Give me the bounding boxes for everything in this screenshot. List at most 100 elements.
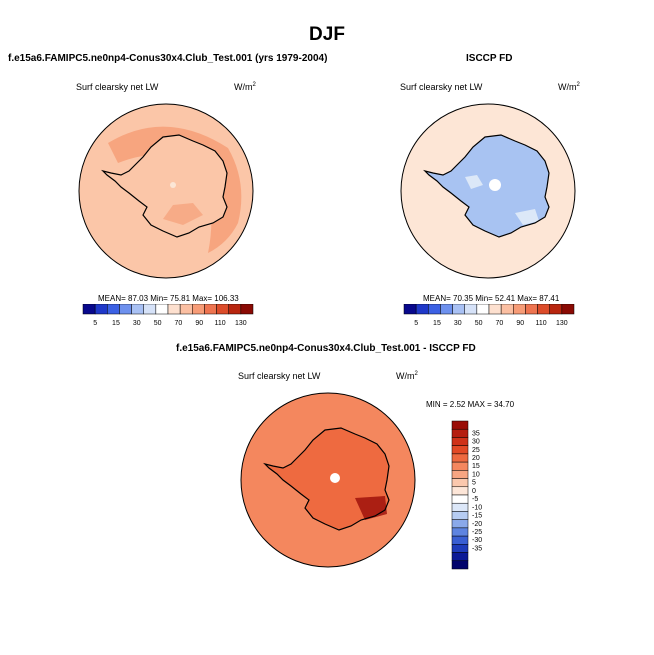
panel2-colorbar-box-11: [537, 304, 550, 315]
panel1-colorbar-box-12: [228, 304, 242, 315]
panel2-map-border: [400, 103, 576, 279]
panel2-colorbar-box-3: [440, 304, 453, 315]
panel2-map: [400, 103, 576, 279]
panel1-title: f.e15a6.FAMIPC5.ne0np4-Conus30x4.Club_Te…: [8, 53, 328, 64]
panel1-colorbar-tick-5: 90: [195, 320, 203, 327]
panel3-colorbar-tick-8: -5: [472, 496, 478, 503]
panel2-stats: MEAN= 70.35 Min= 52.41 Max= 87.41: [423, 294, 560, 303]
panel3-colorbar-box-10: [451, 502, 469, 512]
panel3-colorbar-tick-3: 20: [472, 455, 480, 462]
panel3-colorbar-box-14: [451, 535, 469, 545]
panel3-colorbar-tick-12: -25: [472, 529, 482, 536]
panel3-colorbar-tick-6: 5: [472, 480, 476, 487]
panel3-pole-marker: [330, 473, 340, 483]
panel2-colorbar-tick-3: 50: [475, 320, 483, 327]
panel2-colorbar-tick-2: 30: [454, 320, 462, 327]
panel1-colorbar-tick-1: 15: [112, 320, 120, 327]
panel1-antarctica-patch: [163, 203, 203, 225]
panel2-colorbar-box-10: [525, 304, 538, 315]
panel1-colorbar-tick-2: 30: [133, 320, 141, 327]
panel3-colorbar-box-4: [451, 453, 469, 463]
panel3-colorbar-tick-14: -35: [472, 545, 482, 552]
panel3-map-border: [240, 392, 416, 568]
panel3-colorbar-box-9: [451, 494, 469, 504]
panel2-title: ISCCP FD: [466, 53, 513, 64]
figure-title: DJF: [309, 24, 345, 45]
panel3-colorbar-tick-13: -30: [472, 537, 482, 544]
panel2-colorbar-box-5: [464, 304, 478, 315]
panel3-colorbar-box-0: [451, 420, 469, 430]
panel3-colorbar-box-11: [451, 511, 469, 520]
panel2-colorbar-box-13: [561, 304, 575, 315]
panel1-colorbar-box-5: [143, 304, 157, 315]
panel2-colorbar-ticks: 5 15 30 50 70 90 110 130: [414, 320, 568, 327]
panel2-units: W/m2: [558, 82, 580, 92]
panel1-colorbar-tick-6: 110: [214, 320, 225, 327]
panel3-colorbar-tick-10: -15: [472, 513, 482, 520]
panel1-colorbar-box-7: [167, 304, 181, 315]
panel3-title: f.e15a6.FAMIPC5.ne0np4-Conus30x4.Club_Te…: [176, 343, 476, 354]
panel3-stats: MIN = 2.52 MAX = 34.70: [426, 400, 515, 409]
panel2-colorbar-tick-1: 15: [433, 320, 441, 327]
panel3-map: [240, 392, 416, 568]
panel1-colorbar-box-8: [179, 304, 193, 315]
panel2-colorbar-box-7: [488, 304, 502, 315]
panel1-colorbar-box-4: [131, 304, 144, 315]
panel3-variable-label: Surf clearsky net LW: [238, 371, 321, 381]
panel2-colorbar-tick-4: 70: [496, 320, 504, 327]
panel1-colorbar-box-1: [94, 304, 108, 315]
panel3-colorbar-tick-5: 10: [472, 471, 480, 478]
panel2-colorbar: 5 15 30 50 70 90 110 130: [403, 304, 575, 327]
panel1-colorbar-box-9: [192, 304, 205, 315]
panel1-colorbar-ticks: 5 15 30 50 70 90 110 130: [93, 320, 247, 327]
panel2-variable-label: Surf clearsky net LW: [400, 82, 483, 92]
panel2-colorbar-box-1: [415, 304, 429, 315]
panel3-colorbar-box-7: [451, 478, 469, 488]
panel1-colorbar-tick-0: 5: [93, 320, 97, 327]
panel1-colorbar: 5 15 30 50 70 90 110 130: [82, 304, 254, 327]
panel3-colorbar-tick-7: 0: [472, 488, 476, 495]
panel1-units: W/m2: [234, 82, 256, 92]
panel3-colorbar-tick-9: -10: [472, 504, 482, 511]
panel2-colorbar-tick-6: 110: [535, 320, 546, 327]
panel1-colorbar-tick-7: 130: [235, 320, 247, 327]
panel1-pole-marker: [170, 182, 176, 188]
panel3-colorbar-tick-4: 15: [472, 463, 480, 470]
panel1-colorbar-box-11: [216, 304, 229, 315]
panel1-colorbar-tick-3: 50: [154, 320, 162, 327]
panel1-colorbar-box-13: [240, 304, 254, 315]
panel2-colorbar-box-6: [476, 304, 490, 315]
panel2-antarctica-patch-2: [515, 209, 539, 225]
panel2-colorbar-tick-7: 130: [556, 320, 568, 327]
panel3-colorbar-box-16: [451, 552, 469, 562]
panel2-colorbar-boxes: [403, 304, 575, 315]
panel2-colorbar-box-2: [428, 304, 441, 315]
panel3-colorbar-box-15: [451, 544, 469, 553]
panel1-colorbar-box-6: [155, 304, 169, 315]
panel3-colorbar-boxes: [451, 420, 469, 570]
panel3-colorbar-tick-11: -20: [472, 521, 482, 528]
panel1-colorbar-tick-4: 70: [175, 320, 183, 327]
panel2-colorbar-tick-0: 5: [414, 320, 418, 327]
panel1-colorbar-box-2: [107, 304, 120, 315]
panel3-colorbar-box-17: [451, 560, 469, 570]
panel3-units: W/m2: [396, 371, 418, 381]
panel1-stats: MEAN= 87.03 Min= 75.81 Max= 106.33: [98, 294, 239, 303]
panel2-colorbar-box-12: [549, 304, 563, 315]
panel3-colorbar-box-13: [451, 527, 469, 537]
panel1-map: [78, 103, 254, 279]
panel3-colorbar-box-8: [451, 486, 469, 496]
panel3-colorbar-tick-1: 30: [472, 439, 480, 446]
panel3-colorbar-box-6: [451, 470, 469, 479]
panel3-colorbar-box-3: [451, 445, 469, 455]
panel1-colorbar-box-0: [82, 304, 96, 315]
panel1-map-border: [78, 103, 254, 279]
panel2-colorbar-box-8: [500, 304, 514, 315]
panel1-variable-label: Surf clearsky net LW: [76, 82, 159, 92]
panel3-colorbar-box-2: [451, 437, 469, 446]
panel3-colorbar-box-1: [451, 428, 469, 438]
panel3-colorbar-box-12: [451, 519, 469, 529]
panel2-colorbar-tick-5: 90: [516, 320, 524, 327]
